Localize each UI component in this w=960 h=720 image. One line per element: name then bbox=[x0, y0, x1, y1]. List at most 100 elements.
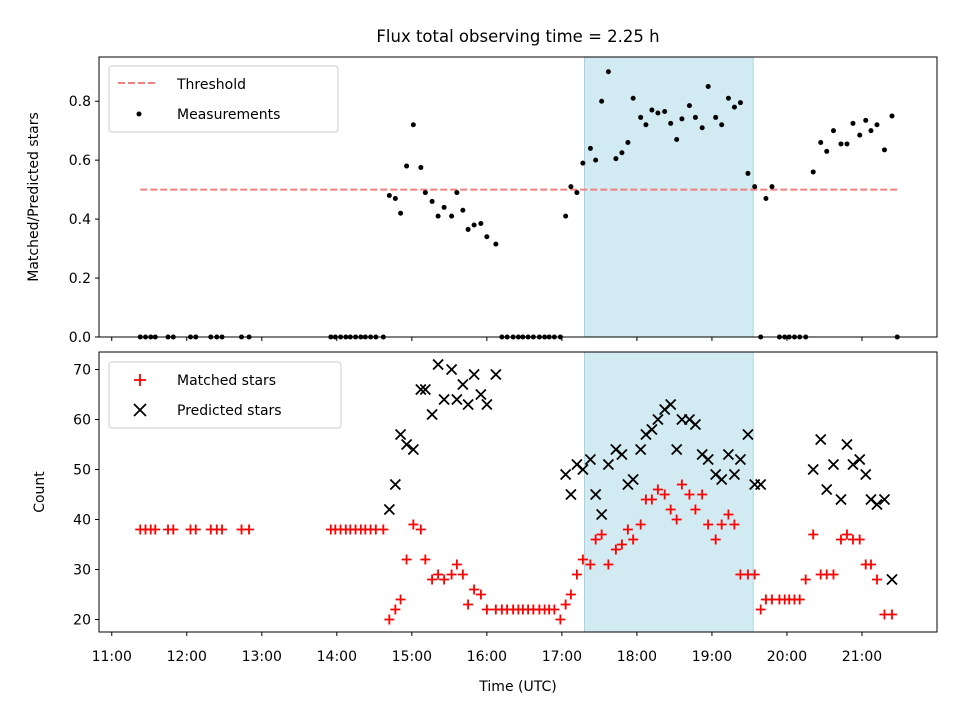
predicted-star-point bbox=[854, 453, 866, 466]
predicted-star-point bbox=[878, 493, 891, 506]
predicted-star-point bbox=[415, 383, 427, 396]
measurement-point bbox=[830, 128, 836, 134]
measurement-point bbox=[824, 148, 830, 154]
measurement-point bbox=[568, 184, 574, 190]
matched-star-point bbox=[401, 554, 412, 565]
bottom-ytick-label: 30 bbox=[73, 563, 91, 579]
measurement-point bbox=[619, 150, 625, 156]
matched-star-point bbox=[481, 604, 492, 615]
predicted-star-point bbox=[400, 438, 413, 451]
matched-star-point bbox=[555, 614, 566, 625]
measurement-point bbox=[737, 100, 743, 106]
measurement-point bbox=[478, 221, 484, 227]
bottom-ytick-label: 20 bbox=[73, 613, 91, 629]
matched-star-point bbox=[841, 529, 852, 540]
matched-star-point bbox=[865, 559, 876, 570]
matched-star-point bbox=[671, 514, 682, 525]
top-ytick-label: 0.4 bbox=[69, 212, 91, 228]
predicted-star-point bbox=[432, 358, 444, 371]
measurement-point bbox=[625, 139, 631, 145]
bottom-ytick-label: 40 bbox=[73, 513, 91, 529]
measurement-point bbox=[874, 122, 880, 128]
predicted-star-point bbox=[407, 443, 419, 456]
predicted-star-point bbox=[886, 573, 898, 586]
measurement-point bbox=[465, 226, 471, 232]
predicted-star-point bbox=[742, 428, 754, 441]
measurement-point bbox=[745, 170, 751, 176]
matched-star-point bbox=[808, 529, 819, 540]
bottom-legend-box bbox=[108, 361, 342, 429]
predicted-star-point bbox=[451, 393, 463, 406]
matched-star-point bbox=[710, 534, 721, 545]
top-ytick-label: 0.2 bbox=[69, 271, 91, 287]
xtick-label: 16:00 bbox=[467, 649, 507, 665]
matched-star-point bbox=[697, 489, 708, 500]
predicted-star-point bbox=[389, 478, 401, 491]
matched-star-point bbox=[217, 524, 228, 535]
xtick-label: 12:00 bbox=[167, 649, 207, 665]
measurement-point bbox=[454, 190, 460, 196]
measurement-point bbox=[638, 114, 644, 120]
matched-star-point bbox=[749, 569, 760, 580]
top-panel: 0.00.20.40.60.8 Matched/Predicted stars … bbox=[26, 56, 938, 346]
legend-matched-label: Matched stars bbox=[177, 373, 276, 389]
measurement-point bbox=[574, 190, 580, 196]
bottom-panel: 20 30 40 50 60 70 11:00 12:00 13:00 14:00 15:00 16… bbox=[32, 351, 938, 695]
predicted-star-point bbox=[590, 488, 602, 501]
matched-star-point bbox=[635, 519, 646, 530]
matched-star-point bbox=[565, 589, 576, 600]
matched-star-point bbox=[729, 519, 740, 530]
measurement-point bbox=[449, 213, 455, 219]
predicted-star-point bbox=[821, 483, 833, 496]
matched-star-point bbox=[854, 534, 865, 545]
matched-star-point bbox=[603, 559, 614, 570]
predicted-star-point bbox=[596, 508, 608, 521]
predicted-star-point bbox=[847, 458, 859, 471]
measurement-point bbox=[868, 128, 874, 134]
top-ytick-label: 0.0 bbox=[69, 330, 91, 346]
bottom-y-axis-label: Count bbox=[32, 471, 48, 513]
predicted-star-point bbox=[616, 448, 628, 461]
matched-star-point bbox=[384, 614, 395, 625]
matched-star-point bbox=[596, 529, 607, 540]
xtick-label: 11:00 bbox=[92, 649, 132, 665]
matched-star-point bbox=[549, 604, 560, 615]
matched-star-point bbox=[794, 594, 805, 605]
predicted-star-point bbox=[475, 388, 487, 401]
measurement-point bbox=[850, 120, 856, 126]
predicted-star-point bbox=[665, 398, 677, 411]
matched-star-point bbox=[439, 574, 450, 585]
matched-star-point bbox=[408, 519, 419, 530]
predicted-star-point bbox=[462, 398, 474, 411]
matched-star-point bbox=[150, 524, 161, 535]
matched-star-point bbox=[475, 589, 486, 600]
measurement-point bbox=[668, 120, 674, 126]
observing-window-span bbox=[583, 56, 754, 338]
matched-star-point bbox=[590, 534, 601, 545]
xtick-label: 21:00 bbox=[842, 649, 882, 665]
predicted-star-point bbox=[722, 448, 735, 461]
measurement-point bbox=[613, 156, 619, 162]
predicted-star-point bbox=[426, 408, 438, 421]
bottom-axes-frame bbox=[98, 351, 938, 633]
predicted-star-point bbox=[755, 478, 767, 491]
matched-star-point bbox=[646, 494, 657, 505]
legend-measurements-swatch bbox=[136, 111, 142, 117]
predicted-star-point bbox=[627, 473, 639, 486]
measurement-point bbox=[404, 163, 410, 169]
measurement-point bbox=[587, 145, 593, 151]
measurement-point bbox=[643, 122, 649, 128]
legend-measurements-label: Measurements bbox=[177, 107, 280, 123]
predicted-star-point bbox=[584, 453, 597, 466]
matched-star-point bbox=[571, 569, 582, 580]
measurement-point bbox=[818, 139, 824, 145]
measurement-point bbox=[679, 116, 685, 122]
matched-star-point bbox=[378, 524, 389, 535]
measurement-point bbox=[649, 107, 655, 113]
predicted-star-point bbox=[419, 383, 431, 396]
measurement-point bbox=[863, 117, 869, 123]
matched-star-point bbox=[415, 524, 426, 535]
measurement-point bbox=[493, 241, 499, 247]
measurement-point bbox=[599, 98, 605, 104]
